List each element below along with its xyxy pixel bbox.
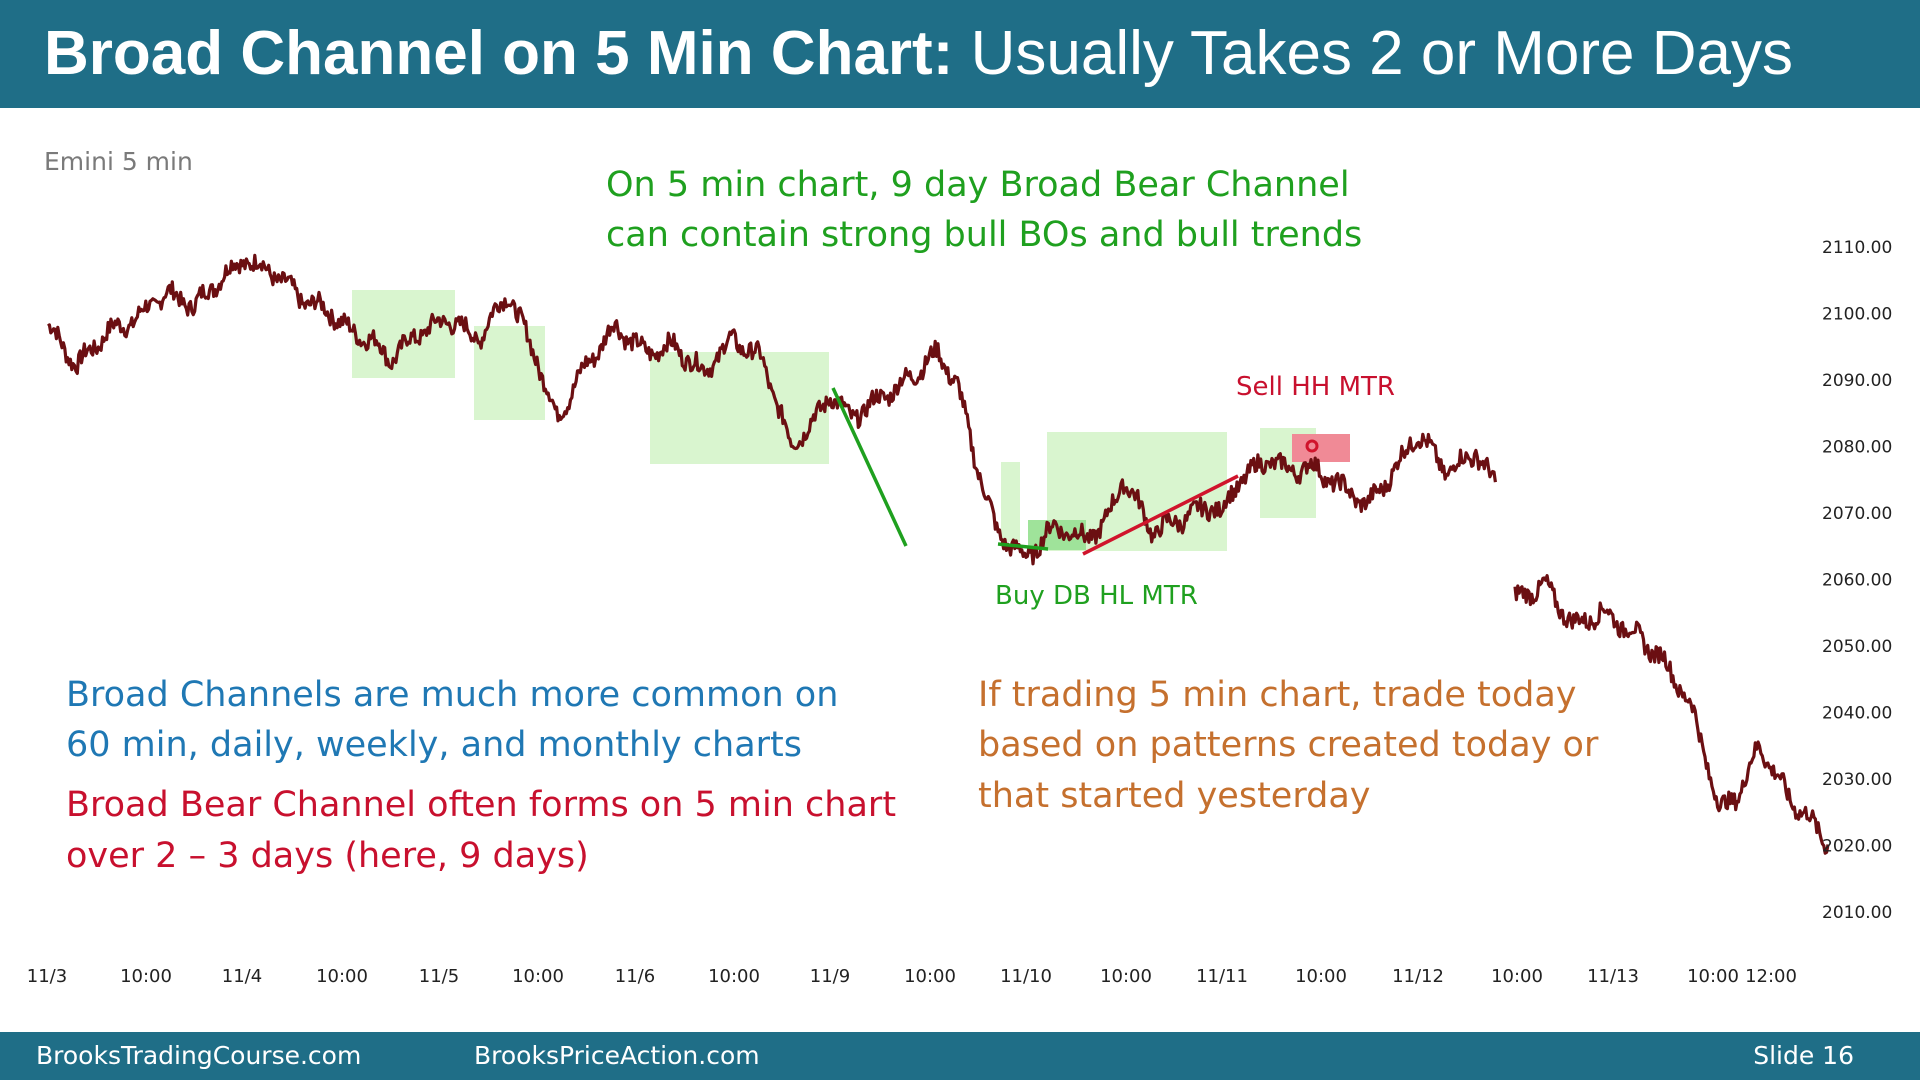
red-trend-line bbox=[1082, 474, 1239, 556]
slide-title: Broad Channel on 5 Min Chart: Usually Ta… bbox=[44, 16, 1793, 92]
x-tick-label: 11/5 bbox=[419, 966, 459, 987]
x-tick-label: 11/12 bbox=[1392, 966, 1444, 987]
channel-box-3 bbox=[650, 352, 829, 464]
channel-box-1 bbox=[352, 290, 455, 378]
channel-box-2 bbox=[474, 326, 545, 420]
footer-site-1[interactable]: BrooksTradingCourse.com bbox=[36, 1041, 362, 1070]
price-line-part-2 bbox=[1513, 574, 1830, 855]
y-tick-label: 2100.00 bbox=[1822, 305, 1892, 325]
x-tick-label: 11/13 bbox=[1587, 966, 1639, 987]
y-tick-label: 2080.00 bbox=[1822, 438, 1892, 458]
channel-box-4 bbox=[1001, 462, 1020, 542]
price-line-part-1 bbox=[47, 253, 1497, 566]
x-tick-label: 10:00 bbox=[512, 966, 564, 987]
y-axis: 2110.00 2100.00 2090.00 2080.00 2070.00 2060.… bbox=[1822, 238, 1892, 923]
orange-note-line-2: based on patterns created today or bbox=[978, 725, 1599, 765]
slide-footer: BrooksTradingCourse.com BrooksPriceActio… bbox=[0, 1032, 1920, 1080]
x-tick-label: 10:00 bbox=[120, 966, 172, 987]
x-tick-label: 10:00 bbox=[1687, 966, 1739, 987]
y-tick-label: 2050.00 bbox=[1822, 637, 1892, 657]
green-note-line-2: can contain strong bull BOs and bull tre… bbox=[606, 215, 1362, 255]
x-tick-label: 11/6 bbox=[615, 966, 655, 987]
x-tick-label: 11/4 bbox=[222, 966, 262, 987]
y-tick-label: 2070.00 bbox=[1822, 504, 1892, 524]
price-series bbox=[47, 253, 1830, 855]
orange-note-line-1: If trading 5 min chart, trade today bbox=[978, 675, 1577, 715]
channel-boxes bbox=[352, 290, 1350, 551]
x-axis: 11/3 10:00 11/4 10:00 11/5 10:00 11/6 10:00 11/9… bbox=[27, 966, 1797, 987]
x-tick-label: 10:00 bbox=[1491, 966, 1543, 987]
y-tick-label: 2030.00 bbox=[1822, 770, 1892, 790]
red-note-line-2: over 2 – 3 days (here, 9 days) bbox=[66, 836, 589, 876]
x-tick-label: 10:00 bbox=[316, 966, 368, 987]
slide-title-bold: Broad Channel on 5 Min Chart: bbox=[44, 19, 954, 88]
buy-label: Buy DB HL MTR bbox=[995, 581, 1198, 611]
slide-number: Slide 16 bbox=[1753, 1041, 1854, 1070]
blue-note-line-1: Broad Channels are much more common on bbox=[66, 675, 838, 715]
y-tick-label: 2010.00 bbox=[1822, 903, 1892, 923]
green-trend-line-1 bbox=[831, 387, 908, 547]
x-tick-label: 10:00 bbox=[1295, 966, 1347, 987]
trend-lines bbox=[831, 387, 1319, 556]
x-tick-label: 10:00 bbox=[1100, 966, 1152, 987]
instrument-label: Emini 5 min bbox=[44, 147, 193, 176]
sell-signal-marker bbox=[1305, 439, 1319, 453]
orange-note-line-3: that started yesterday bbox=[978, 776, 1371, 816]
blue-note-line-2: 60 min, daily, weekly, and monthly chart… bbox=[66, 725, 802, 765]
sell-label: Sell HH MTR bbox=[1236, 372, 1395, 402]
sell-zone-box bbox=[1292, 434, 1350, 462]
x-tick-label: 11/10 bbox=[1000, 966, 1052, 987]
slide-header: Broad Channel on 5 Min Chart: Usually Ta… bbox=[0, 0, 1920, 108]
x-tick-label: 11/9 bbox=[810, 966, 850, 987]
y-tick-label: 2040.00 bbox=[1822, 704, 1892, 724]
green-note-line-1: On 5 min chart, 9 day Broad Bear Channel bbox=[606, 165, 1350, 205]
y-tick-label: 2020.00 bbox=[1822, 837, 1892, 857]
price-chart: 2110.00 2100.00 2090.00 2080.00 2070.00 2060.… bbox=[27, 147, 1893, 987]
slide-title-rest: Usually Takes 2 or More Days bbox=[970, 19, 1793, 88]
x-tick-label: 10:00 bbox=[708, 966, 760, 987]
x-tick-label: 12:00 bbox=[1745, 966, 1797, 987]
x-tick-label: 11/11 bbox=[1196, 966, 1248, 987]
footer-site-2[interactable]: BrooksPriceAction.com bbox=[474, 1041, 760, 1070]
y-tick-label: 2090.00 bbox=[1822, 371, 1892, 391]
x-tick-label: 11/3 bbox=[27, 966, 67, 987]
green-double-bottom-line bbox=[997, 542, 1049, 551]
red-note-line-1: Broad Bear Channel often forms on 5 min … bbox=[66, 785, 896, 825]
y-tick-label: 2110.00 bbox=[1822, 238, 1892, 258]
x-tick-label: 10:00 bbox=[904, 966, 956, 987]
y-tick-label: 2060.00 bbox=[1822, 571, 1892, 591]
